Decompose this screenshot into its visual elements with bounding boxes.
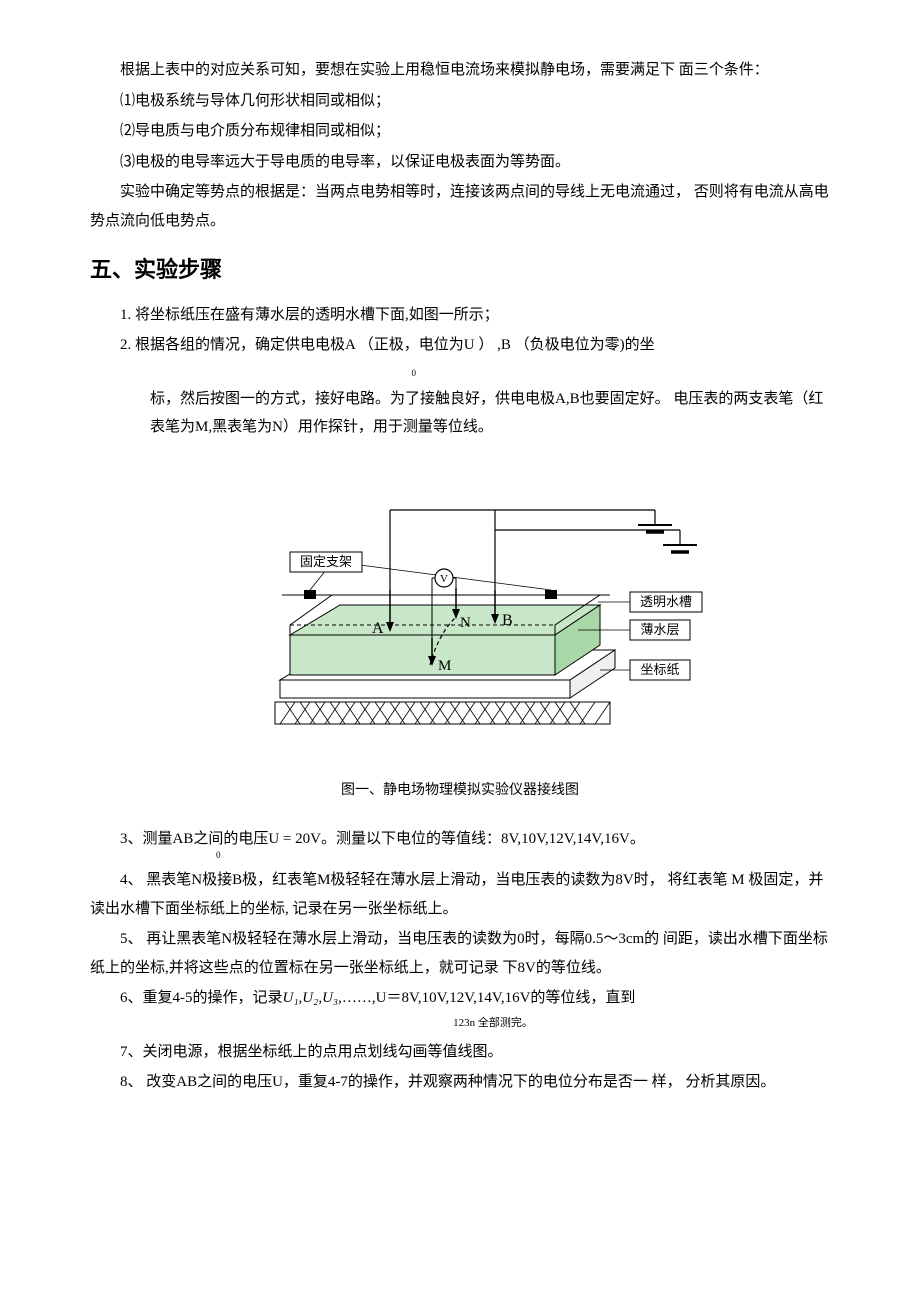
- step-3: 3、测量AB之间的电压U = 20V。测量以下电位的等值线：8V,10V,12V…: [90, 825, 830, 854]
- bracket-right: [545, 590, 557, 599]
- subscript-zero-1: 0: [412, 368, 417, 378]
- step-8: 8、 改变AB之间的电压U，重复4-7的操作，并观察两种情况下的电位分布是否一 …: [90, 1068, 830, 1097]
- step-6: 6、重复4-5的操作，记录U₁,U₂,U₃,……,U＝8V,10V,12V,14…: [90, 984, 830, 1013]
- step-6-suffix: ,……,U＝8V,10V,12V,14V,16V的等位线，直到: [338, 990, 635, 1006]
- apparatus-diagram: V A B M N 固定支架 透明水槽 薄水层 坐标纸: [90, 470, 830, 761]
- bracket-left: [304, 590, 316, 599]
- paper-label-text: 坐标纸: [640, 662, 679, 677]
- condition-2: ⑵导电质与电介质分布规律相同或相似；: [90, 117, 830, 146]
- step-2-line1: 2. 根据各组的情况，确定供电电极A （正极，电位为U ） ,B （负极电位为零…: [120, 331, 830, 360]
- label-b: B: [502, 612, 513, 629]
- step-2-text-a: 2. 根据各组的情况，确定供电电极A （正极，电位为U ） ,B （负极电位为零…: [120, 337, 655, 353]
- step-6-prefix: 6、重复4-5的操作，记录: [120, 990, 283, 1006]
- paper-layer-front: [280, 680, 570, 698]
- step-6-note: 123n 全部测完。: [90, 1013, 830, 1034]
- condition-3: ⑶电极的电导率远大于导电质的电导率，以保证电极表面为等势面。: [90, 148, 830, 177]
- tank-label-text: 透明水槽: [640, 594, 692, 609]
- subscript-zero-2: 0: [216, 850, 221, 860]
- step-2-line2: 标，然后按图一的方式，接好电路。为了接触良好，供电电极A,B也要固定好。 电压表…: [120, 385, 830, 442]
- label-n: N: [460, 615, 471, 631]
- diagram-caption: 图一、静电场物理模拟实验仪器接线图: [90, 778, 830, 805]
- step-6-vars: U₁,U₂,U₃: [283, 990, 339, 1006]
- hatched-base: [275, 702, 610, 724]
- label-m: M: [438, 658, 451, 674]
- label-a: A: [372, 620, 384, 637]
- bracket-label-text: 固定支架: [300, 554, 352, 569]
- step-4: 4、 黑表笔N极接B极，红表笔M极轻轻在薄水层上滑动，当电压表的读数为8V时， …: [90, 866, 830, 923]
- intro-paragraph: 根据上表中的对应关系可知，要想在实验上用稳恒电流场来模拟静电场，需要满足下 面三…: [90, 56, 830, 85]
- water-front: [290, 635, 555, 675]
- diagram-svg: V A B M N 固定支架 透明水槽 薄水层 坐标纸: [200, 470, 720, 750]
- voltmeter-label: V: [440, 573, 448, 585]
- step-7: 7、关闭电源，根据坐标纸上的点用点划线勾画等值线图。: [90, 1038, 830, 1067]
- step-1: 1. 将坐标纸压在盛有薄水层的透明水槽下面,如图一所示；: [120, 301, 830, 330]
- water-label-text: 薄水层: [640, 622, 679, 637]
- intro-basis: 实验中确定等势点的根据是：当两点电势相等时，连接该两点间的导线上无电流通过， 否…: [90, 178, 830, 235]
- section-heading-5: 五、实验步骤: [90, 249, 830, 291]
- step-5: 5、 再让黑表笔N极轻轻在薄水层上滑动，当电压表的读数为0时，每隔0.5～3cm…: [90, 925, 830, 982]
- condition-1: ⑴电极系统与导体几何形状相同或相似；: [90, 87, 830, 116]
